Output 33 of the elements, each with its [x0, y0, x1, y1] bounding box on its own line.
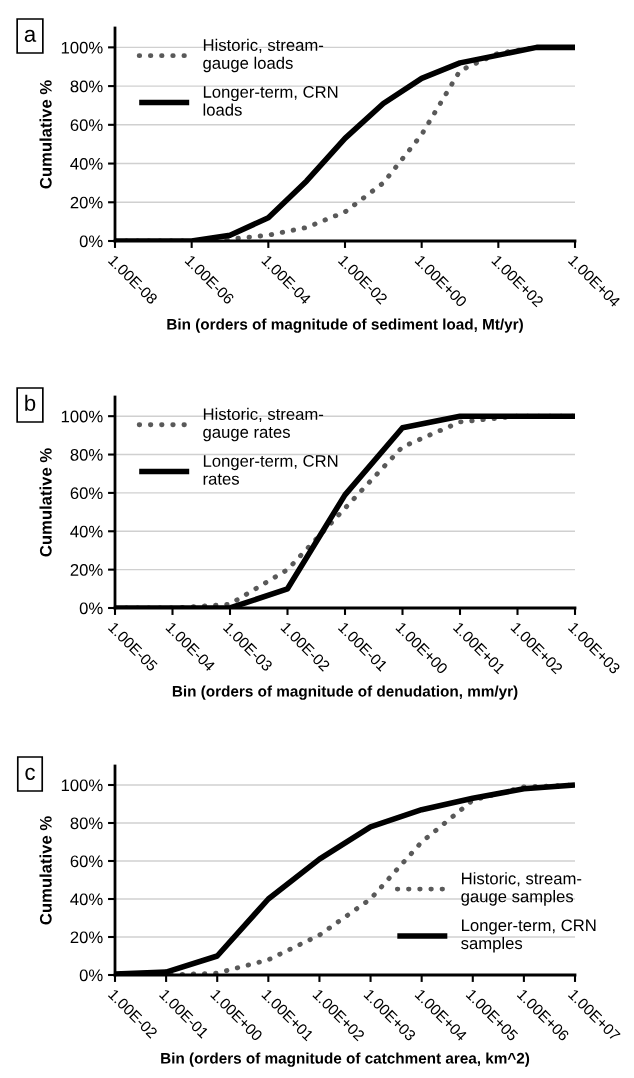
y-axis-title: Cumulative % [39, 816, 52, 925]
y-tick-label: 40% [70, 525, 103, 538]
legend-label: Historic, stream- gauge loads [203, 38, 324, 73]
x-axis-title: Bin (orders of magnitude of catchment area, km^2) [161, 1052, 530, 1067]
y-tick-label: 60% [70, 487, 103, 500]
text: b [25, 394, 36, 411]
y-tick-label: 80% [70, 817, 103, 830]
y-tick-label: 20% [70, 564, 103, 576]
x-axis-title: Bin (orders of magnitude of denudation, mm/yr) [172, 685, 518, 700]
text: c [25, 767, 35, 780]
y-tick-label: 60% [70, 119, 103, 132]
y-tick-label: 40% [70, 893, 103, 906]
legend-label: Historic, stream- gauge rates [203, 407, 324, 442]
y-tick-label: 80% [70, 80, 103, 93]
y-tick-label: 100% [61, 410, 103, 423]
y-tick-label: 20% [70, 931, 103, 944]
y-tick-label: 0% [79, 602, 103, 615]
y-tick-label: 80% [70, 448, 103, 461]
y-axis-title: Cumulative % [39, 80, 52, 189]
y-tick-label: 60% [70, 855, 103, 868]
x-axis-title: Bin (orders of magnitude of sediment load, Mt/yr) [167, 318, 523, 333]
legend-label: Longer-term, CRN loads [203, 86, 338, 116]
legend-label: Historic, stream- gauge samples [461, 872, 582, 906]
y-tick-label: 40% [70, 157, 103, 170]
y-tick-label: 0% [79, 969, 103, 982]
legend-label: Longer-term, CRN samples [461, 919, 596, 953]
legend-label: Longer-term, CRN rates [203, 455, 338, 485]
y-axis-title: Cumulative % [39, 448, 52, 557]
y-tick-label: 20% [70, 196, 103, 209]
text: a [24, 29, 37, 42]
y-tick-label: 0% [79, 235, 103, 248]
y-tick-label: 100% [61, 779, 103, 792]
y-tick-label: 100% [61, 41, 103, 54]
